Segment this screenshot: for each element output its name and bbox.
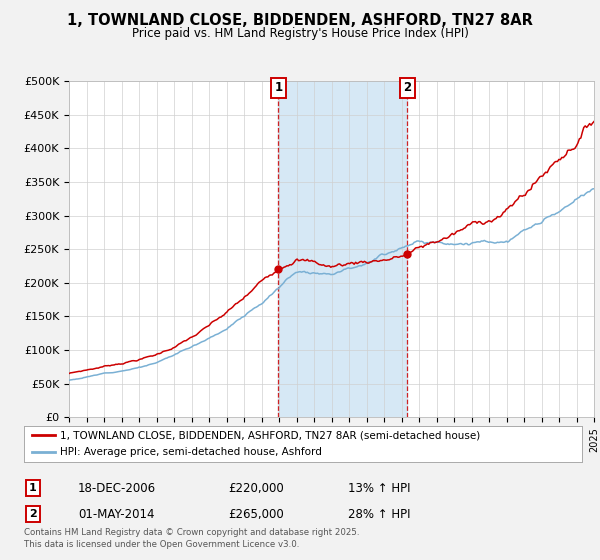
Bar xyxy=(278,81,407,417)
Text: 18-DEC-2006: 18-DEC-2006 xyxy=(78,482,156,495)
Text: 1, TOWNLAND CLOSE, BIDDENDEN, ASHFORD, TN27 8AR (semi-detached house): 1, TOWNLAND CLOSE, BIDDENDEN, ASHFORD, T… xyxy=(60,431,481,440)
Text: 2: 2 xyxy=(403,81,412,95)
Text: 01-MAY-2014: 01-MAY-2014 xyxy=(78,507,155,521)
Text: 28% ↑ HPI: 28% ↑ HPI xyxy=(348,507,410,521)
Text: 1, TOWNLAND CLOSE, BIDDENDEN, ASHFORD, TN27 8AR: 1, TOWNLAND CLOSE, BIDDENDEN, ASHFORD, T… xyxy=(67,13,533,28)
Text: Price paid vs. HM Land Registry's House Price Index (HPI): Price paid vs. HM Land Registry's House … xyxy=(131,27,469,40)
Text: £220,000: £220,000 xyxy=(228,482,284,495)
Text: 1: 1 xyxy=(274,81,283,95)
Text: 1: 1 xyxy=(29,483,37,493)
Text: 13% ↑ HPI: 13% ↑ HPI xyxy=(348,482,410,495)
Text: HPI: Average price, semi-detached house, Ashford: HPI: Average price, semi-detached house,… xyxy=(60,447,322,457)
Text: 2: 2 xyxy=(29,509,37,519)
Text: Contains HM Land Registry data © Crown copyright and database right 2025.
This d: Contains HM Land Registry data © Crown c… xyxy=(24,528,359,549)
Text: £265,000: £265,000 xyxy=(228,507,284,521)
